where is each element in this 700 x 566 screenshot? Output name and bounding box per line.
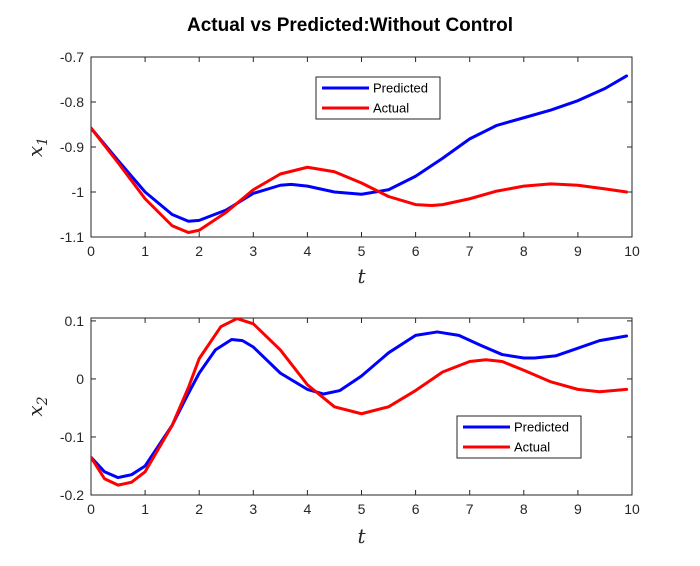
plots-group: 0 1 2 3 4 5 6 7 8 9 10-1.1-1-0.9-0.8-0.7tx1Predict… [23, 49, 640, 548]
series-line-actual [91, 318, 629, 487]
y-axis-label: x2 [23, 396, 51, 416]
y-axis-label: x1 [23, 137, 51, 157]
legend-label-predicted: Predicted [514, 420, 569, 435]
x-axis-label: t [357, 524, 366, 548]
x-tick-label: 3 [249, 501, 257, 517]
legend-label-actual: Actual [373, 101, 409, 116]
legend: Predicted Actual [456, 415, 582, 459]
y-axis-label-base: x [23, 405, 47, 416]
series-line-actual [91, 126, 629, 234]
y-axis-label-subscript: 1 [35, 137, 51, 146]
x-tick-label: 5 [358, 501, 366, 517]
legend-box [315, 76, 441, 120]
x-tick-label: 6 [412, 243, 420, 259]
y-tick-label: -0.1 [60, 429, 84, 445]
x-tick-label: 8 [520, 243, 528, 259]
legend-box [456, 415, 582, 459]
x-tick-label: 2 [195, 243, 203, 259]
legend: Predicted Actual [315, 76, 441, 120]
subplot-1: 0 1 2 3 4 5 6 7 8 9 10-1.1-1-0.9-0.8-0.7tx1Predict… [23, 49, 640, 288]
legend-label-actual: Actual [514, 440, 550, 455]
x-tick-label: 4 [304, 501, 312, 517]
x-tick-label: 0 [87, 501, 95, 517]
x-tick-label: 4 [304, 243, 312, 259]
subplot-2: 0 1 2 3 4 5 6 7 8 9 10-0.2-0.100.1tx2PredictedActu… [23, 313, 640, 548]
y-tick-label: 0 [76, 371, 84, 387]
y-tick-label: -1 [72, 184, 85, 200]
y-tick-label: -0.9 [60, 139, 84, 155]
x-tick-label: 0 [87, 243, 95, 259]
x-tick-label: 8 [520, 501, 528, 517]
y-axis-label-subscript: 2 [35, 396, 51, 406]
y-axis-label-base: x [23, 146, 47, 157]
x-tick-label: 7 [466, 501, 474, 517]
x-tick-label: 9 [574, 501, 582, 517]
x-axis-label: t [357, 264, 366, 288]
axes-box [90, 317, 633, 496]
x-tick-label: 1 [141, 501, 149, 517]
x-tick-label: 1 [141, 243, 149, 259]
x-tick-label: 9 [574, 243, 582, 259]
legend-label-predicted: Predicted [373, 81, 428, 96]
y-tick-label: -0.2 [60, 487, 84, 503]
x-tick-label: 5 [358, 243, 366, 259]
x-tick-label: 6 [412, 501, 420, 517]
series-line-predicted [91, 74, 629, 223]
y-tick-label: -0.8 [60, 94, 84, 110]
x-tick-label: 2 [195, 501, 203, 517]
y-tick-label: -1.1 [60, 229, 84, 245]
x-tick-label: 10 [624, 501, 640, 517]
x-tick-label: 3 [249, 243, 257, 259]
x-tick-label: 10 [624, 243, 640, 259]
x-tick-label: 7 [466, 243, 474, 259]
y-tick-label: -0.7 [60, 49, 84, 65]
y-tick-label: 0.1 [65, 313, 85, 329]
figure-title: Actual vs Predicted:Without Control [187, 15, 513, 36]
